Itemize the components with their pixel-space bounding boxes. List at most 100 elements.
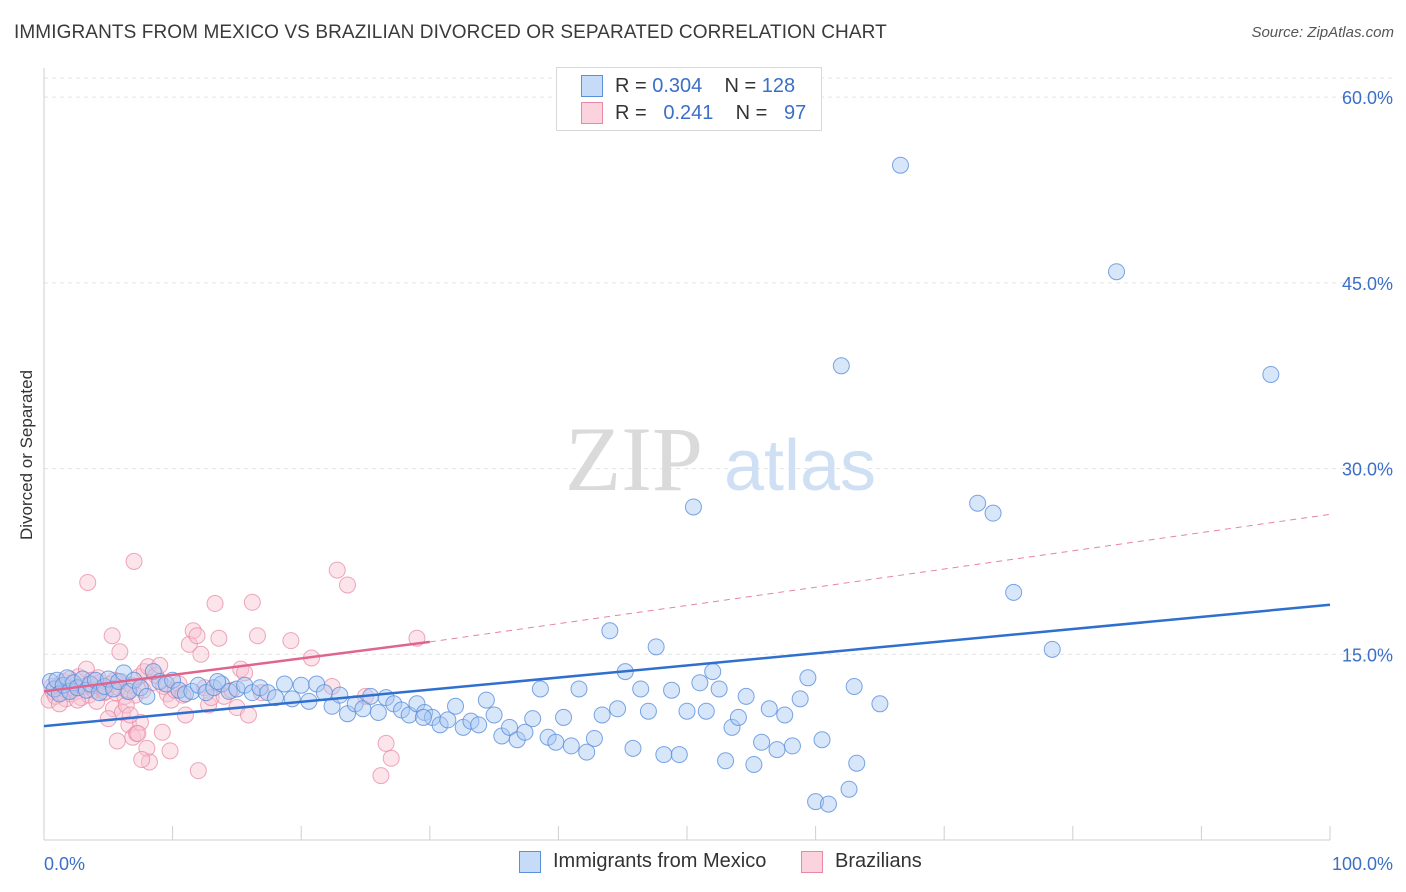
series-mexico [41, 156, 1280, 813]
data-point-mexico [266, 689, 284, 707]
data-point-mexico [593, 706, 611, 724]
data-point-mexico [776, 706, 794, 724]
data-point-brazilians [202, 689, 220, 707]
chart-title: IMMIGRANTS FROM MEXICO VS BRAZILIAN DIVO… [14, 22, 887, 43]
data-point-brazilians [129, 725, 147, 743]
legend-r-value: 0.304 [652, 74, 703, 97]
data-point-mexico [684, 498, 702, 516]
legend-swatch-brazil [801, 850, 823, 873]
correlation-legend: R = 0.304 N = 128 R = 0.241 N = 97 [556, 67, 822, 131]
source-attribution: Source: ZipAtlas.com [1251, 24, 1394, 41]
data-point-mexico [624, 739, 642, 757]
data-point-mexico [609, 700, 627, 718]
data-point-mexico [470, 716, 488, 734]
watermark-atlas: atlas [724, 426, 876, 506]
data-point-mexico [791, 690, 809, 708]
data-point-mexico [1043, 640, 1061, 658]
data-point-mexico [819, 795, 837, 813]
legend-row-mexico: R = 0.304 N = 128 [581, 73, 795, 99]
data-point-mexico [678, 702, 696, 720]
legend-row-brazil: R = 0.241 N = 97 [581, 100, 806, 126]
data-point-mexico [570, 680, 588, 698]
data-point-mexico [1108, 263, 1126, 281]
data-point-mexico [871, 695, 889, 713]
data-point-brazilians [121, 706, 139, 724]
legend-swatch-mexico [581, 75, 603, 97]
data-point-mexico [639, 702, 657, 720]
data-point-brazilians [111, 643, 129, 661]
data-point-mexico [485, 706, 503, 724]
data-point-mexico [813, 731, 831, 749]
trend-lines [43, 513, 1331, 728]
data-point-brazilians [125, 552, 143, 570]
data-point-mexico [292, 676, 310, 694]
legend-label-mexico: Immigrants from Mexico [553, 850, 767, 872]
data-point-brazilians [108, 732, 126, 750]
data-point-brazilians [176, 706, 194, 724]
data-point-brazilians [248, 627, 266, 645]
y-tick-label: 30.0% [1342, 460, 1393, 480]
data-point-mexico [832, 357, 850, 375]
data-point-brazilians [103, 627, 121, 645]
legend-r-label: R = [615, 74, 647, 97]
data-point-brazilians [210, 629, 228, 647]
watermark-zip: ZIP [565, 408, 703, 510]
x-tick-label: 0.0% [44, 854, 85, 874]
data-point-mexico [501, 718, 519, 736]
data-point-mexico [1005, 583, 1023, 601]
data-point-mexico [144, 663, 162, 681]
data-point-mexico [562, 737, 580, 755]
data-point-brazilians [188, 627, 206, 645]
watermark: ZIP atlas [565, 408, 876, 510]
y-tick-label: 15.0% [1342, 645, 1393, 665]
data-point-brazilians [206, 595, 224, 613]
axes [43, 68, 1331, 841]
legend-r-label: R = [615, 101, 647, 124]
data-point-mexico [697, 702, 715, 720]
series-brazilians [40, 552, 426, 785]
data-point-mexico [753, 733, 771, 751]
data-point-brazilians [50, 695, 68, 713]
data-point-mexico [729, 708, 747, 726]
data-point-mexico [439, 711, 457, 729]
data-point-mexico [531, 680, 549, 698]
trend-line-brazil [43, 640, 430, 693]
data-point-mexico [331, 686, 349, 704]
data-point-mexico [1262, 365, 1280, 383]
data-point-brazilians [138, 739, 156, 757]
data-point-mexico [183, 682, 201, 700]
data-point-mexico [275, 675, 293, 693]
data-point-brazilians [243, 593, 261, 611]
series-legend: Immigrants from Mexico Brazilians [0, 850, 1406, 878]
data-point-mexico [477, 691, 495, 709]
data-point-mexico [578, 743, 596, 761]
data-point-mexico [547, 733, 565, 751]
legend-item-mexico: Immigrants from Mexico [519, 850, 766, 873]
data-point-brazilians [161, 742, 179, 760]
data-point-mexico [737, 687, 755, 705]
data-point-mexico [632, 680, 650, 698]
data-point-mexico [891, 156, 909, 174]
data-point-brazilians [117, 696, 135, 714]
data-point-mexico [138, 687, 156, 705]
data-point-mexico [524, 710, 542, 728]
data-point-mexico [783, 737, 801, 755]
data-point-mexico [369, 703, 387, 721]
data-point-brazilians [192, 645, 210, 663]
data-point-mexico [647, 638, 665, 656]
data-point-mexico [670, 746, 688, 764]
y-tick-label: 45.0% [1342, 274, 1393, 294]
data-point-brazilians [372, 767, 390, 785]
data-point-mexico [414, 708, 432, 726]
data-point-mexico [447, 697, 465, 715]
legend-n-label: N = [735, 101, 768, 124]
data-point-mexico [807, 793, 825, 811]
data-point-mexico [663, 681, 681, 699]
data-point-mexico [209, 673, 227, 691]
data-point-mexico [768, 741, 786, 759]
data-point-brazilians [377, 734, 395, 752]
data-point-brazilians [153, 723, 171, 741]
data-point-brazilians [239, 706, 257, 724]
legend-item-brazil: Brazilians [801, 850, 922, 873]
data-point-brazilians [79, 573, 97, 591]
